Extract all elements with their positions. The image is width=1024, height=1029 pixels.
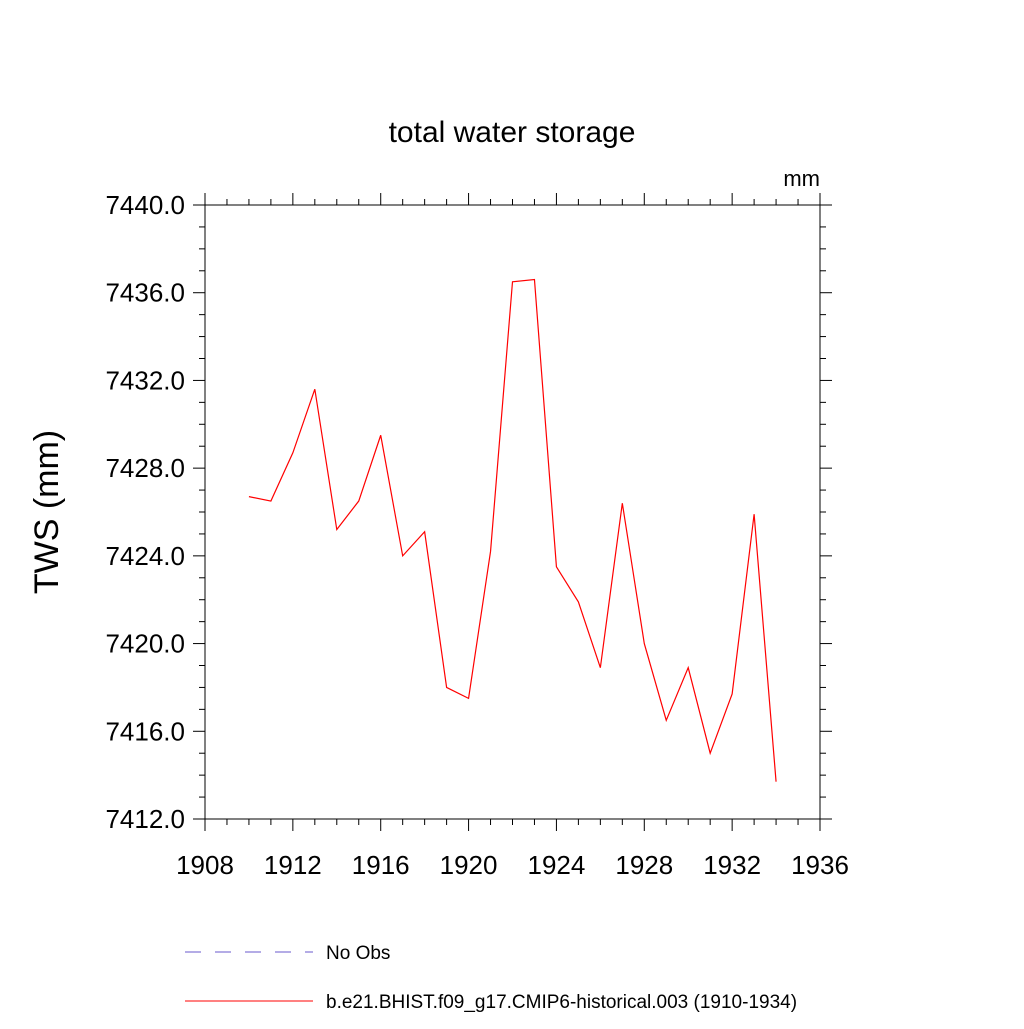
legend: No Obs b.e21.BHIST.f09_g17.CMIP6-historic…: [185, 943, 797, 1013]
x-tick-label: 1916: [352, 850, 410, 880]
x-tick-label: 1932: [703, 850, 761, 880]
y-tick-label: 7412.0: [105, 804, 185, 834]
x-tick-label: 1908: [176, 850, 234, 880]
x-tick-label: 1936: [791, 850, 849, 880]
series-line: [248, 278, 777, 782]
y-tick-label: 7428.0: [105, 453, 185, 483]
chart-title: total water storage: [389, 116, 636, 149]
y-tick-label: 7440.0: [105, 190, 185, 220]
y-tick-label: 7436.0: [105, 278, 185, 308]
y-axis-label: TWS (mm): [28, 430, 66, 594]
y-tick-label: 7416.0: [105, 716, 185, 746]
legend-label: b.e21.BHIST.f09_g17.CMIP6-historical.003…: [326, 992, 797, 1013]
units-label: mm: [783, 166, 820, 191]
x-tick-label: 1924: [528, 850, 586, 880]
x-tick-label: 1928: [615, 850, 673, 880]
plot-frame: [204, 204, 821, 820]
x-tick-label: 1912: [264, 850, 322, 880]
legend-label: No Obs: [326, 943, 390, 964]
plot-area: 1908 1912 1916 1920 1924 1928 1932 1936 7412.0 74…: [105, 190, 848, 880]
x-tick-label: 1920: [440, 850, 498, 880]
y-tick-label: 7424.0: [105, 541, 185, 571]
y-tick-label: 7432.0: [105, 365, 185, 395]
y-tick-label: 7420.0: [105, 629, 185, 659]
